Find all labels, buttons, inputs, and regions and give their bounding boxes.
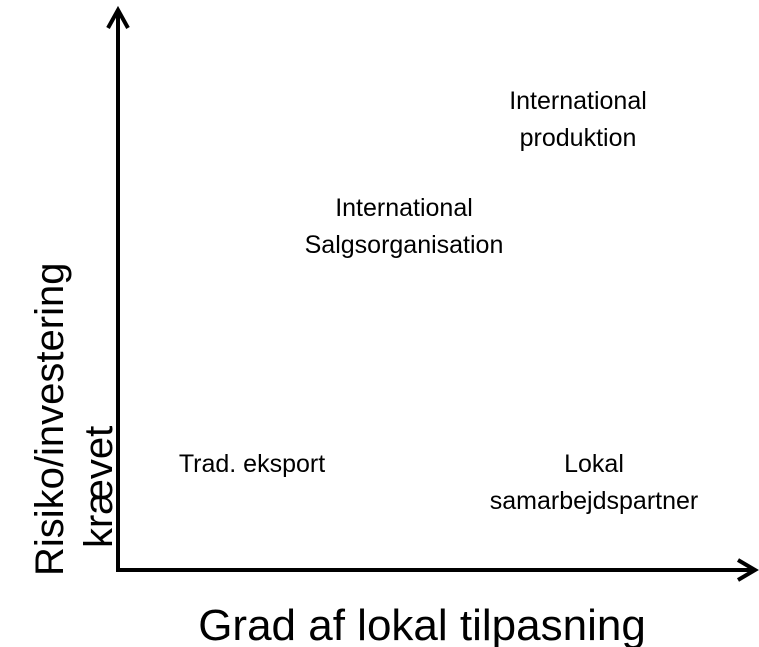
item-label: Trad. eksport [179, 450, 325, 478]
y-axis-label: Risiko/investering [28, 263, 72, 576]
item-label: International [509, 87, 647, 115]
item-label: International [335, 194, 473, 222]
y-arrow [106, 5, 130, 29]
y-axis-label: krævet [77, 426, 121, 548]
item-label: Lokal [564, 450, 624, 478]
item-label: Salgsorganisation [305, 231, 504, 259]
item-label: samarbejdspartner [490, 487, 698, 515]
x-arrow [736, 558, 759, 582]
x-axis-label: Grad af lokal tilpasning [198, 601, 646, 647]
item-label: produktion [520, 124, 637, 152]
